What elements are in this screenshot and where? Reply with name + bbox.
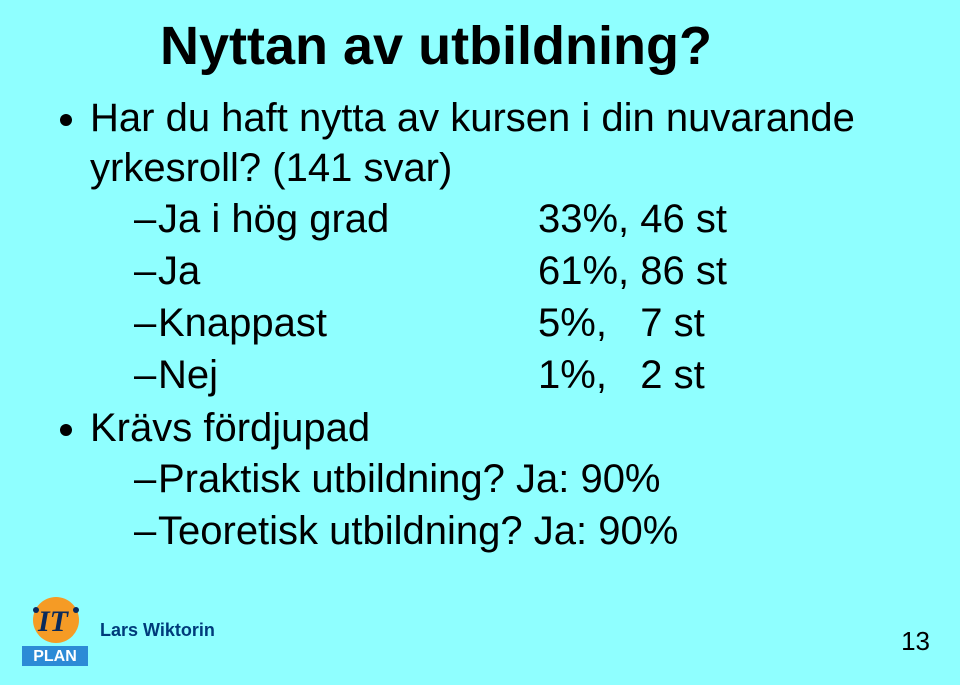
row-value: 61%, 86 st [538,245,727,297]
row-label: Praktisk utbildning? Ja: 90% [158,457,661,501]
footer: IT PLAN Lars Wiktorin 13 [0,595,960,675]
bullet-1-child-0: Ja i hög grad 33%, 46 st [134,193,910,245]
row-label: Ja i hög grad [158,193,538,245]
logo-icon: IT PLAN [20,596,90,675]
page-number: 13 [901,626,930,657]
row: Knappast 5%, 7 st [158,297,910,349]
row: Ja 61%, 86 st [158,245,910,297]
logo-it-text: IT [37,605,70,638]
row: Nej 1%, 2 st [158,349,910,401]
row-label: Knappast [158,297,538,349]
bullet-2-child-0: Praktisk utbildning? Ja: 90% [134,453,910,505]
row-label: Ja [158,245,538,297]
row-label: Teoretisk utbildning? Ja: 90% [158,509,678,553]
bullet-1: Har du haft nytta av kursen i din nuvara… [90,93,910,401]
row-value: 1%, 2 st [538,349,705,401]
bullet-1-text: Har du haft nytta av kursen i din nuvara… [90,96,855,190]
page-title: Nyttan av utbildning? [160,18,910,75]
bullet-2-children: Praktisk utbildning? Ja: 90% Teoretisk u… [90,453,910,557]
bullet-1-child-2: Knappast 5%, 7 st [134,297,910,349]
bullet-1-child-1: Ja 61%, 86 st [134,245,910,297]
slide: Nyttan av utbildning? Har du haft nytta … [0,0,960,685]
row: Ja i hög grad 33%, 46 st [158,193,910,245]
bullet-1-child-3: Nej 1%, 2 st [134,349,910,401]
row-label: Nej [158,349,538,401]
bullet-2-child-1: Teoretisk utbildning? Ja: 90% [134,505,910,557]
bullet-list: Har du haft nytta av kursen i din nuvara… [50,93,910,557]
bullet-2-text: Krävs fördjupad [90,406,370,450]
row-value: 33%, 46 st [538,193,727,245]
logo-plan-text: PLAN [33,648,77,665]
bullet-2: Krävs fördjupad Praktisk utbildning? Ja:… [90,403,910,557]
author-name: Lars Wiktorin [100,620,215,641]
bullet-1-children: Ja i hög grad 33%, 46 st Ja 61%, 86 st K… [90,193,910,401]
row-value: 5%, 7 st [538,297,705,349]
